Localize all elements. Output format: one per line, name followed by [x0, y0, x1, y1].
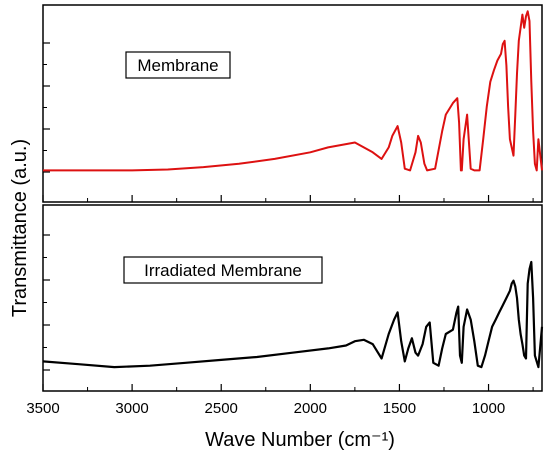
x-tick-label: 2000	[294, 400, 327, 417]
bottom-panel-y-ticks	[43, 234, 50, 371]
top-panel-frame	[42, 4, 543, 203]
x-axis-title: Wave Number (cm⁻¹)	[205, 429, 395, 451]
irradiated-membrane-label: Irradiated Membrane	[144, 261, 302, 280]
x-tick-label: 1500	[383, 400, 416, 417]
bottom-panel-frame	[42, 204, 543, 392]
y-axis-title: Transmittance (a.u.)	[9, 139, 31, 317]
membrane-label-box	[125, 51, 231, 79]
membrane-label: Membrane	[137, 56, 218, 75]
membrane-spectrum-line	[43, 10, 543, 172]
bottom-panel-x-ticks	[42, 384, 534, 391]
x-tick-label: 3000	[115, 400, 148, 417]
x-tick-label: 1000	[472, 400, 505, 417]
top-panel-y-ticks	[43, 42, 50, 173]
x-tick-labels: 3500 3000 2500 2000 1500 1000	[26, 400, 505, 417]
irradiated-membrane-label-box	[123, 256, 323, 284]
x-tick-label: 2500	[205, 400, 238, 417]
top-panel-x-ticks	[42, 195, 534, 202]
irradiated-membrane-spectrum-line	[42, 260, 544, 369]
x-tick-label: 3500	[26, 400, 59, 417]
